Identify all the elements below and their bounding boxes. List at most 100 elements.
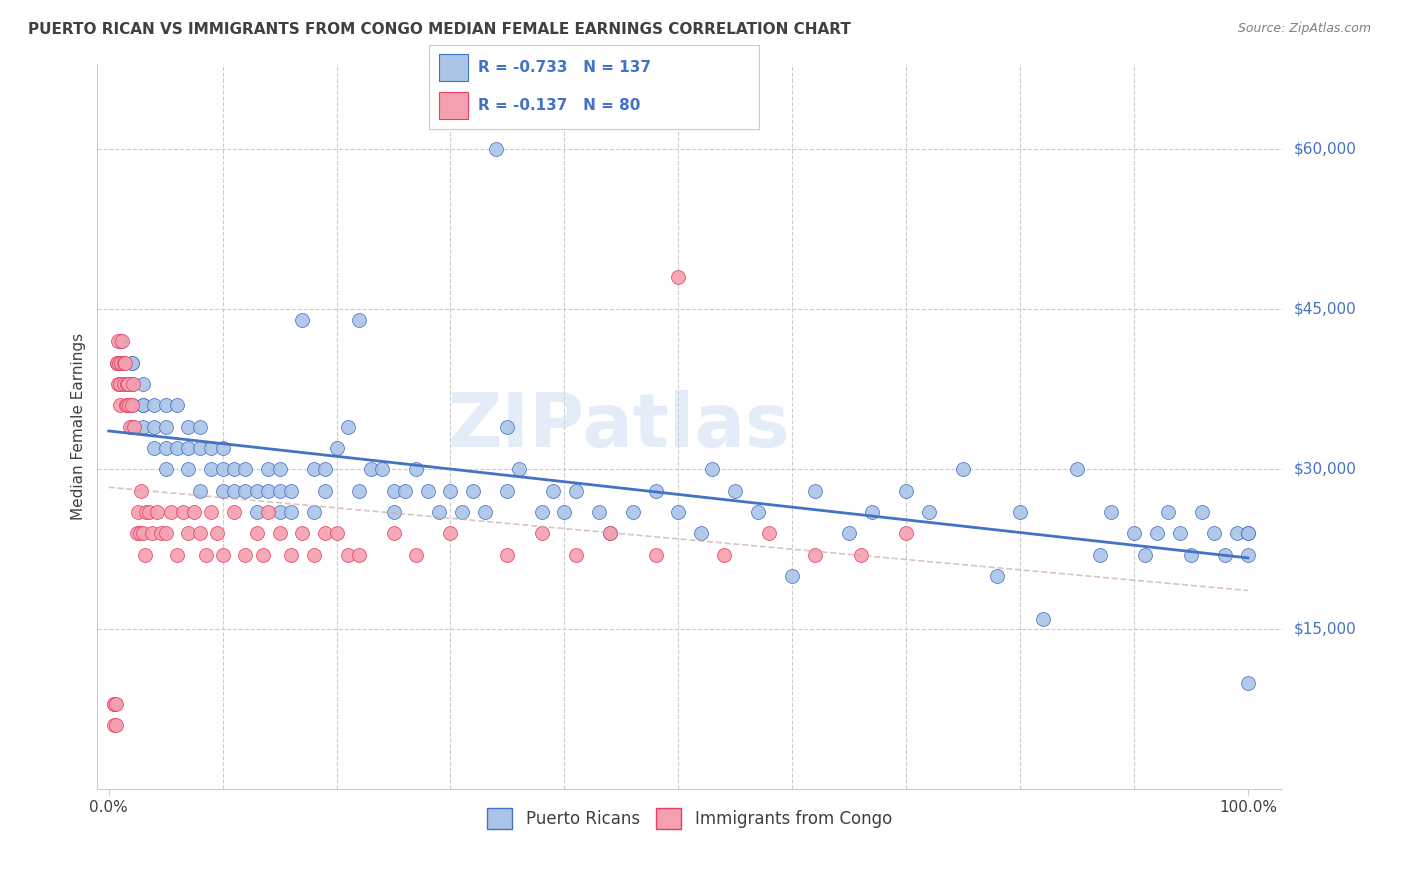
Point [135, 505, 157, 519]
Point [177, 462, 200, 476]
Point [382, 505, 405, 519]
Point [211, 462, 233, 476]
Point [496, 419, 519, 434]
Point [1213, 548, 1236, 562]
Point [1135, 548, 1157, 562]
Bar [439, 92, 468, 120]
Text: $15,000: $15,000 [1294, 622, 1357, 637]
Point [155, 419, 177, 434]
Point [118, 398, 141, 412]
Point [405, 462, 427, 476]
Point [1032, 611, 1054, 625]
Point [1066, 462, 1088, 476]
Point [382, 526, 405, 541]
Point [269, 505, 291, 519]
Point [110, 356, 132, 370]
Point [1168, 526, 1191, 541]
Point [1225, 526, 1247, 541]
Point [121, 419, 143, 434]
Point [188, 441, 211, 455]
Point [143, 441, 166, 455]
Point [382, 483, 405, 498]
Point [496, 548, 519, 562]
Point [302, 462, 325, 476]
Point [666, 270, 689, 285]
Point [150, 526, 173, 541]
Text: PUERTO RICAN VS IMMIGRANTS FROM CONGO MEDIAN FEMALE EARNINGS CORRELATION CHART: PUERTO RICAN VS IMMIGRANTS FROM CONGO ME… [28, 22, 851, 37]
Point [1237, 548, 1260, 562]
Point [108, 398, 131, 412]
Point [451, 505, 474, 519]
Point [235, 462, 257, 476]
Point [127, 505, 149, 519]
Point [112, 356, 135, 370]
Point [405, 548, 427, 562]
Point [114, 356, 136, 370]
Point [121, 376, 143, 391]
Point [211, 483, 233, 498]
Point [166, 548, 188, 562]
Point [132, 376, 155, 391]
Point [235, 483, 257, 498]
Point [804, 548, 827, 562]
Point [103, 718, 125, 732]
Point [1088, 548, 1111, 562]
Point [360, 462, 382, 476]
Point [177, 419, 200, 434]
Point [105, 356, 128, 370]
Point [115, 398, 138, 412]
Point [246, 505, 269, 519]
Point [108, 356, 131, 370]
Point [314, 526, 336, 541]
Point [371, 462, 394, 476]
Point [257, 505, 280, 519]
Point [416, 483, 439, 498]
Point [104, 718, 127, 732]
Point [121, 398, 143, 412]
Point [860, 505, 883, 519]
Point [394, 483, 416, 498]
Point [1157, 505, 1180, 519]
Point [108, 334, 131, 349]
Point [177, 526, 200, 541]
Point [565, 548, 588, 562]
Point [621, 505, 644, 519]
Point [246, 483, 269, 498]
Point [252, 548, 274, 562]
Point [269, 462, 291, 476]
Text: R = -0.137   N = 80: R = -0.137 N = 80 [478, 98, 641, 113]
Point [111, 334, 134, 349]
Text: $30,000: $30,000 [1294, 462, 1357, 477]
Text: ZIPatlas: ZIPatlas [447, 390, 790, 463]
Point [129, 483, 152, 498]
Point [1146, 526, 1168, 541]
Point [644, 548, 666, 562]
Point [155, 526, 177, 541]
Point [439, 526, 461, 541]
Point [115, 376, 138, 391]
Point [325, 441, 347, 455]
Point [121, 398, 143, 412]
Text: Source: ZipAtlas.com: Source: ZipAtlas.com [1237, 22, 1371, 36]
Point [302, 548, 325, 562]
Point [194, 548, 217, 562]
Point [128, 526, 150, 541]
Point [121, 376, 143, 391]
Point [986, 569, 1008, 583]
Point [177, 441, 200, 455]
Point [804, 483, 827, 498]
Point [713, 548, 735, 562]
Point [143, 398, 166, 412]
Point [485, 142, 508, 156]
Point [644, 483, 666, 498]
Point [200, 505, 222, 519]
Point [1237, 526, 1260, 541]
Point [117, 376, 139, 391]
Point [172, 505, 194, 519]
Point [222, 483, 245, 498]
Point [155, 398, 177, 412]
Point [112, 376, 135, 391]
Point [291, 526, 314, 541]
Point [314, 462, 336, 476]
Point [200, 462, 222, 476]
